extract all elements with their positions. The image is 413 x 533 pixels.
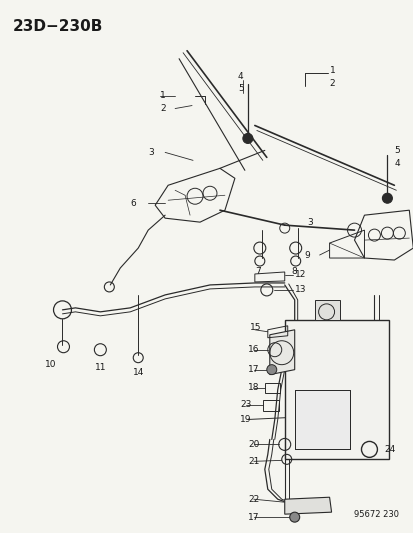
- Circle shape: [266, 365, 276, 375]
- Text: 5: 5: [394, 146, 399, 155]
- Bar: [264, 383, 279, 393]
- Text: 3: 3: [148, 148, 154, 157]
- Text: 23: 23: [239, 400, 251, 409]
- Text: 21: 21: [247, 457, 259, 466]
- Circle shape: [382, 193, 392, 203]
- Text: 12: 12: [294, 270, 305, 279]
- Circle shape: [289, 512, 299, 522]
- Text: 15: 15: [249, 324, 261, 332]
- Text: 7: 7: [254, 268, 260, 277]
- Bar: [294, 390, 349, 449]
- Text: 2: 2: [329, 79, 335, 88]
- Bar: [294, 390, 349, 449]
- Text: 5: 5: [237, 84, 243, 93]
- Text: 6: 6: [130, 199, 136, 208]
- Text: 18: 18: [247, 383, 259, 392]
- Text: 8: 8: [291, 268, 297, 277]
- Text: 22: 22: [247, 495, 259, 504]
- Text: 19: 19: [239, 415, 251, 424]
- Text: 9: 9: [304, 251, 310, 260]
- Polygon shape: [284, 497, 331, 514]
- Bar: [262, 400, 278, 410]
- Text: 20: 20: [247, 440, 259, 449]
- Circle shape: [242, 133, 252, 143]
- Text: 24: 24: [384, 445, 395, 454]
- Text: 1: 1: [160, 91, 166, 100]
- Text: 23D−230B: 23D−230B: [13, 19, 103, 34]
- Text: 17: 17: [247, 513, 259, 522]
- Text: 4: 4: [394, 159, 399, 168]
- Text: 4: 4: [237, 72, 243, 81]
- Text: 2: 2: [160, 104, 165, 113]
- Text: 3: 3: [307, 217, 313, 227]
- Text: 16: 16: [247, 345, 259, 354]
- Polygon shape: [269, 330, 294, 375]
- Bar: [284, 320, 389, 459]
- Text: 1: 1: [329, 66, 335, 75]
- Text: 10: 10: [45, 360, 56, 369]
- Text: 13: 13: [294, 285, 306, 294]
- Text: 14: 14: [132, 368, 144, 377]
- Text: 17: 17: [247, 365, 259, 374]
- Text: 11: 11: [95, 363, 106, 372]
- Bar: [314, 300, 339, 320]
- Text: 95672 230: 95672 230: [354, 510, 399, 519]
